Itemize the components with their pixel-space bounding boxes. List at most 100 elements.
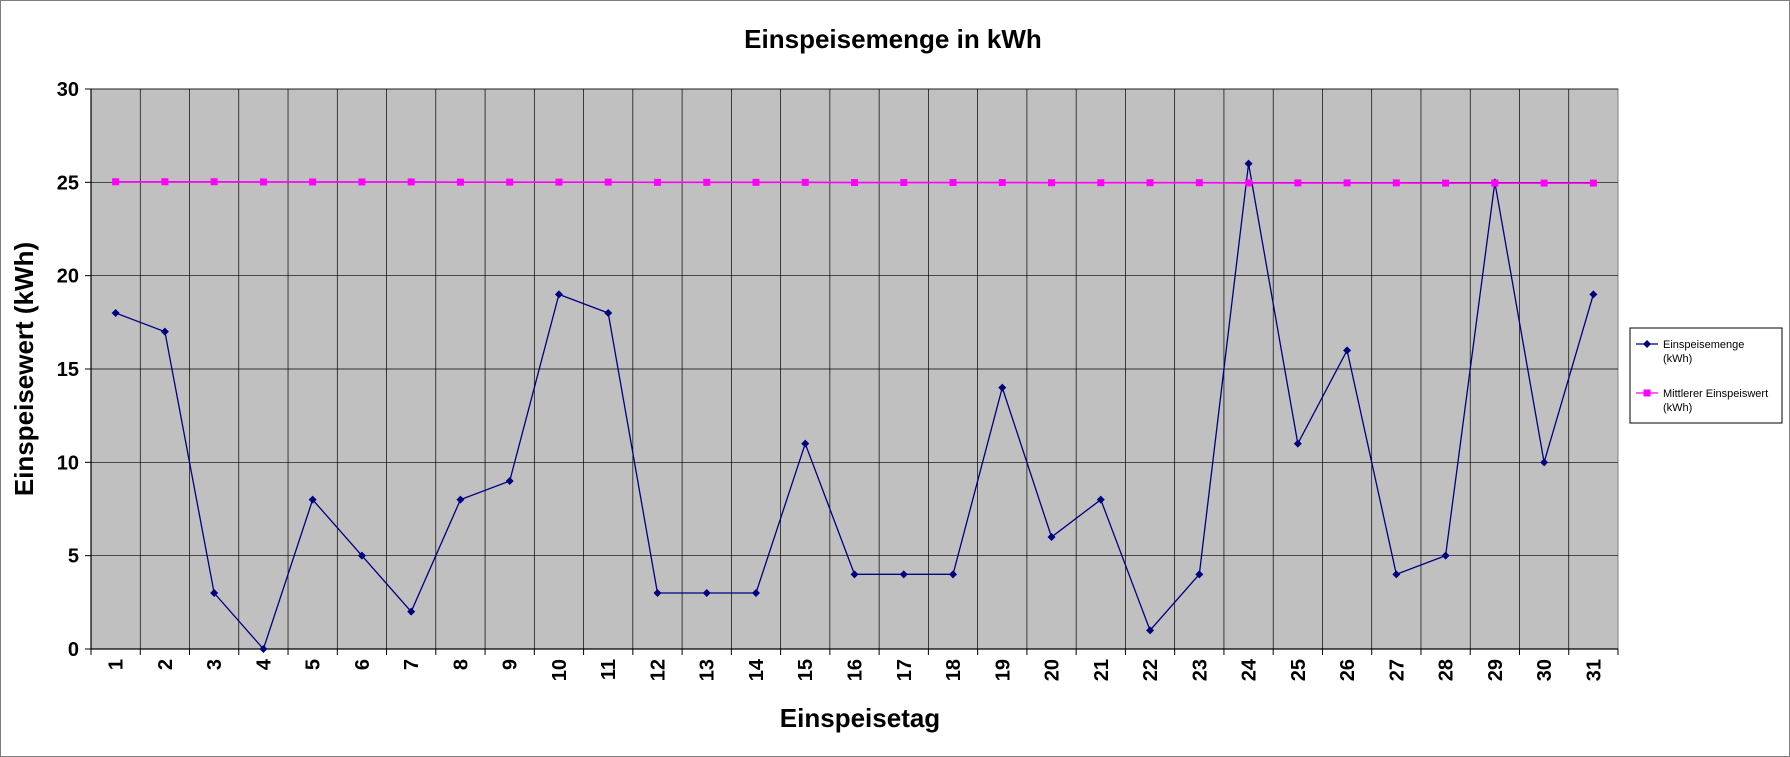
data-point-einspeisemenge bbox=[850, 570, 859, 579]
axes bbox=[85, 88, 1619, 655]
y-tick-label: 0 bbox=[68, 639, 79, 661]
chart-title: Einspeisemenge in kWh bbox=[744, 24, 1042, 54]
x-tick-label: 14 bbox=[746, 658, 768, 681]
legend-label-einspeisemenge-1: Einspeisemenge bbox=[1663, 339, 1744, 351]
data-point-mittlerer bbox=[358, 178, 366, 186]
x-tick-label: 23 bbox=[1189, 659, 1211, 681]
x-tick-label: 27 bbox=[1386, 659, 1408, 681]
data-point-mittlerer bbox=[998, 179, 1006, 187]
legend: Einspeisemenge (kWh) Mittlerer Einspeisw… bbox=[1629, 327, 1783, 424]
x-tick-label: 28 bbox=[1436, 659, 1458, 681]
data-series bbox=[111, 159, 1598, 653]
data-point-mittlerer bbox=[1146, 179, 1154, 187]
data-point-einspeisemenge bbox=[1343, 346, 1352, 355]
data-point-mittlerer bbox=[1245, 179, 1253, 187]
data-point-einspeisemenge bbox=[1589, 290, 1598, 299]
data-point-mittlerer bbox=[604, 178, 612, 186]
data-point-einspeisemenge bbox=[308, 495, 317, 504]
data-point-einspeisemenge bbox=[1047, 533, 1056, 541]
x-tick-label: 19 bbox=[992, 659, 1014, 681]
x-tick-label: 1 bbox=[106, 659, 128, 670]
data-point-mittlerer bbox=[851, 179, 858, 187]
data-point-einspeisemenge bbox=[1441, 551, 1450, 560]
x-tick-label: 29 bbox=[1485, 659, 1507, 681]
data-point-einspeisemenge bbox=[801, 439, 810, 448]
data-point-mittlerer bbox=[1392, 179, 1400, 187]
y-tick-label: 25 bbox=[57, 172, 79, 194]
data-point-einspeisemenge bbox=[1244, 159, 1253, 168]
data-point-einspeisemenge bbox=[899, 570, 908, 579]
data-point-mittlerer bbox=[1442, 179, 1450, 187]
data-point-einspeisemenge bbox=[998, 383, 1007, 392]
x-tick-label: 26 bbox=[1337, 659, 1359, 681]
x-tick-label: 7 bbox=[401, 659, 423, 670]
y-tick-labels: 0 5 10 15 20 25 30 bbox=[57, 79, 79, 661]
data-point-mittlerer bbox=[1048, 179, 1056, 187]
x-tick-label: 2 bbox=[155, 659, 177, 670]
x-tick-label: 22 bbox=[1140, 659, 1162, 681]
data-point-einspeisemenge bbox=[1146, 626, 1155, 635]
data-point-einspeisemenge bbox=[1293, 439, 1302, 448]
x-tick-label: 8 bbox=[450, 659, 472, 670]
x-tick-label: 10 bbox=[549, 659, 571, 681]
data-point-mittlerer bbox=[112, 178, 120, 186]
x-tick-label: 12 bbox=[647, 659, 669, 681]
x-tick-label: 25 bbox=[1288, 659, 1310, 681]
data-point-mittlerer bbox=[407, 178, 415, 186]
x-tick-label: 4 bbox=[253, 658, 275, 670]
data-point-mittlerer bbox=[801, 178, 809, 186]
data-point-mittlerer bbox=[1294, 179, 1302, 187]
data-point-einspeisemenge bbox=[653, 589, 662, 597]
data-point-einspeisemenge bbox=[1392, 570, 1401, 579]
data-point-mittlerer bbox=[949, 179, 957, 187]
legend-item-einspeisemenge: Einspeisemenge (kWh) bbox=[1636, 339, 1744, 365]
data-point-einspeisemenge bbox=[407, 607, 416, 616]
data-point-einspeisemenge bbox=[259, 645, 268, 653]
data-point-mittlerer bbox=[555, 178, 563, 186]
legend-label-mittlerer-2: (kWh) bbox=[1663, 402, 1692, 414]
x-tick-label: 15 bbox=[795, 659, 817, 681]
x-tick-label: 13 bbox=[697, 659, 719, 681]
x-tick-label: 18 bbox=[943, 659, 965, 681]
data-point-mittlerer bbox=[752, 178, 760, 186]
x-tick-label: 5 bbox=[303, 659, 325, 670]
data-point-einspeisemenge bbox=[604, 309, 613, 317]
x-tick-label: 30 bbox=[1534, 659, 1556, 681]
data-point-mittlerer bbox=[1589, 179, 1597, 187]
legend-label-einspeisemenge-2: (kWh) bbox=[1663, 353, 1692, 365]
data-point-einspeisemenge bbox=[505, 477, 514, 485]
data-point-mittlerer bbox=[259, 178, 267, 186]
data-point-einspeisemenge bbox=[1195, 570, 1204, 579]
x-tick-label: 21 bbox=[1091, 659, 1113, 681]
data-point-mittlerer bbox=[1491, 179, 1499, 187]
data-point-mittlerer bbox=[1097, 179, 1105, 187]
data-point-mittlerer bbox=[1540, 179, 1548, 187]
data-point-einspeisemenge bbox=[702, 589, 711, 597]
x-tick-labels: 1 2 3 4 5 6 7 8 9 10 11 12 13 14 15 16 17 18 19 20 21 22 23 24 2… bbox=[106, 658, 1606, 681]
data-point-mittlerer bbox=[161, 178, 169, 186]
data-point-mittlerer bbox=[506, 178, 514, 186]
data-point-einspeisemenge bbox=[357, 551, 366, 560]
data-point-mittlerer bbox=[1195, 179, 1203, 187]
legend-diamond-marker-icon bbox=[1643, 340, 1651, 348]
x-tick-label: 24 bbox=[1239, 658, 1261, 681]
data-point-einspeisemenge bbox=[210, 589, 219, 597]
data-point-mittlerer bbox=[653, 178, 661, 186]
legend-label-mittlerer-1: Mittlerer Einspeiswert bbox=[1663, 388, 1768, 400]
data-point-mittlerer bbox=[703, 178, 711, 186]
data-point-mittlerer bbox=[1343, 179, 1351, 187]
y-tick-label: 30 bbox=[57, 79, 79, 101]
data-point-einspeisemenge bbox=[111, 309, 120, 317]
x-tick-label: 11 bbox=[598, 659, 620, 680]
legend-square-marker-icon bbox=[1643, 389, 1651, 397]
data-point-einspeisemenge bbox=[949, 570, 958, 579]
data-point-einspeisemenge bbox=[751, 589, 760, 597]
legend-item-mittlerer: Mittlerer Einspeiswert (kWh) bbox=[1636, 388, 1768, 414]
data-point-mittlerer bbox=[900, 179, 908, 187]
y-tick-label: 20 bbox=[57, 266, 79, 288]
data-point-einspeisemenge bbox=[160, 327, 169, 336]
x-tick-label: 3 bbox=[204, 659, 226, 670]
y-tick-label: 15 bbox=[57, 359, 79, 381]
x-tick-label: 17 bbox=[894, 659, 916, 681]
